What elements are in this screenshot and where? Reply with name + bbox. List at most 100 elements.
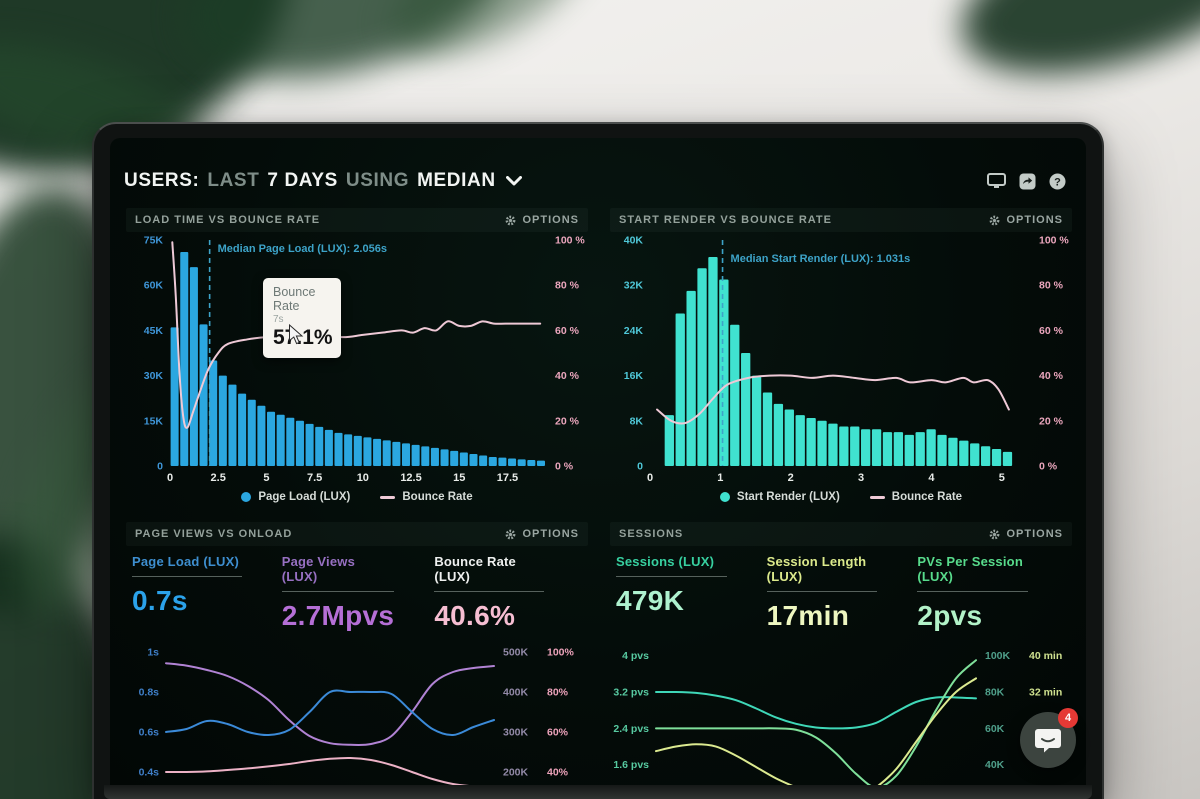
legend-start-render[interactable]: Start Render (LUX) [719, 491, 840, 503]
svg-text:80 %: 80 % [1039, 280, 1064, 292]
title-segment: 7 DAYS [267, 170, 338, 191]
svg-text:60 %: 60 % [555, 325, 580, 337]
chart-legend: Start Render (LUX) Bounce Rate [610, 486, 1072, 508]
svg-text:3.2 pvs: 3.2 pvs [613, 687, 649, 699]
svg-text:16K: 16K [624, 370, 644, 382]
svg-text:100K: 100K [985, 650, 1011, 662]
start-render-chart-area: Median Start Render (LUX): 1.031s 40K 32K 2… [610, 234, 1072, 486]
options-label: OPTIONS [1006, 214, 1063, 226]
svg-text:100 %: 100 % [555, 235, 585, 247]
stat-divider [132, 576, 242, 577]
plant-leaf [369, 0, 611, 84]
title-segment: USING [345, 170, 410, 191]
svg-text:40 %: 40 % [555, 370, 580, 382]
tooltip-x-value: 7s [273, 314, 284, 325]
options-label: OPTIONS [522, 528, 579, 540]
svg-text:400K: 400K [503, 687, 529, 699]
gear-icon [506, 529, 516, 539]
stat-label: Sessions (LUX) [616, 554, 715, 569]
svg-text:32K: 32K [624, 280, 644, 292]
sessions-chart: 4 pvs 3.2 pvs 2.4 pvs 1.6 pvs 100K 40 min 80K 3… [613, 650, 1062, 785]
chat-bubble-icon [1035, 729, 1061, 753]
stat-divider [616, 576, 727, 577]
svg-text:0: 0 [647, 472, 653, 484]
svg-text:40K: 40K [985, 759, 1005, 771]
svg-text:4 pvs: 4 pvs [622, 650, 649, 662]
dashboard-screen: USERS: LAST 7 DAYS USING MEDIAN ? [110, 138, 1086, 785]
stat-value: 2pvs [917, 600, 983, 631]
legend-label: Bounce Rate [891, 491, 963, 503]
svg-text:60%: 60% [547, 727, 569, 739]
svg-text:80 %: 80 % [555, 280, 580, 292]
panel-load-time-vs-bounce-rate: LOAD TIME VS BOUNCE RATE OPTIONS Median … [122, 206, 592, 510]
options-label: OPTIONS [522, 214, 579, 226]
svg-text:3: 3 [858, 472, 864, 484]
options-button[interactable]: OPTIONS [989, 214, 1063, 226]
load-time-chart: Median Page Load (LUX): 2.056s 75K 60K 45K 3… [144, 235, 586, 485]
chat-widget-button[interactable]: 4 [1020, 708, 1078, 768]
svg-text:45K: 45K [144, 325, 164, 337]
svg-text:Median Start Render (LUX): 1.0: Median Start Render (LUX): 1.031s [731, 253, 911, 265]
stat-sessions: Sessions (LUX) 479K [616, 554, 767, 632]
svg-text:Median Page Load (LUX): 2.056s: Median Page Load (LUX): 2.056s [218, 243, 387, 255]
svg-text:0: 0 [637, 461, 643, 473]
svg-text:8K: 8K [630, 415, 644, 427]
panel-title: PAGE VIEWS VS ONLOAD [135, 528, 293, 540]
svg-text:60K: 60K [144, 280, 164, 292]
stat-page-views: Page Views (LUX) 2.7Mpvs [281, 554, 435, 632]
chevron-down-icon [505, 176, 522, 186]
page-views-chart: 1s 0.8s 0.6s 0.4s 500K 100% 400K 80% 300K 60% 200K… [139, 647, 575, 785]
svg-text:80%: 80% [547, 687, 569, 699]
stat-divider [281, 591, 395, 592]
svg-text:32 min: 32 min [1029, 687, 1062, 699]
stat-divider [766, 591, 878, 592]
panel-page-views-vs-onload: PAGE VIEWS VS ONLOAD OPTIONS Page Load (… [122, 520, 592, 785]
svg-text:0 %: 0 % [1039, 461, 1058, 473]
options-button[interactable]: OPTIONS [505, 528, 579, 540]
stat-bounce-rate: Bounce Rate (LUX) 40.6% [434, 554, 584, 632]
legend-bounce-rate[interactable]: Bounce Rate [380, 491, 473, 503]
legend-page-load[interactable]: Page Load (LUX) [241, 491, 350, 503]
title-segment: USERS: [124, 170, 200, 191]
stat-pvs-per-session: PVs Per Session (LUX) 2pvs [917, 554, 1068, 632]
panel-title: START RENDER VS BOUNCE RATE [619, 214, 832, 226]
svg-text:24K: 24K [624, 325, 644, 337]
svg-text:4: 4 [928, 472, 935, 484]
legend-label: Start Render (LUX) [736, 491, 840, 503]
svg-text:0 %: 0 % [555, 461, 574, 473]
stat-divider [434, 591, 545, 592]
panel-title: SESSIONS [619, 528, 684, 540]
svg-text:7.5: 7.5 [307, 472, 322, 484]
plant-leaf [940, 0, 1200, 108]
tooltip-value: 57.1% [273, 326, 333, 349]
metric-scope-dropdown[interactable]: USERS: LAST 7 DAYS USING MEDIAN [124, 170, 522, 192]
stats-row: Page Load (LUX) 0.7s Page Views (LUX) 2.… [126, 548, 588, 634]
svg-text:15K: 15K [144, 415, 164, 427]
panel-title: LOAD TIME VS BOUNCE RATE [135, 214, 321, 226]
chat-badge: 4 [1058, 708, 1078, 728]
options-button[interactable]: OPTIONS [989, 528, 1063, 540]
legend-line-swatch [380, 495, 396, 499]
help-icon[interactable]: ? [1049, 173, 1066, 190]
laptop-frame: USERS: LAST 7 DAYS USING MEDIAN ? [92, 122, 1104, 799]
svg-text:10: 10 [357, 472, 369, 484]
panel-sessions: SESSIONS OPTIONS Sessions (LUX) 479K [606, 520, 1076, 785]
legend-bounce-rate[interactable]: Bounce Rate [869, 491, 963, 503]
stat-label: Bounce Rate (LUX) [434, 554, 516, 584]
gear-icon [990, 215, 1000, 225]
chart-legend: Page Load (LUX) Bounce Rate [126, 486, 588, 508]
svg-text:300K: 300K [503, 727, 529, 739]
options-button[interactable]: OPTIONS [505, 214, 579, 226]
svg-text:0.8s: 0.8s [139, 687, 160, 699]
legend-dot [241, 492, 252, 502]
options-label: OPTIONS [1006, 528, 1063, 540]
start-render-chart: Median Start Render (LUX): 1.031s 40K 32K 2… [624, 235, 1070, 485]
svg-text:1s: 1s [147, 647, 159, 659]
dashboard-header: USERS: LAST 7 DAYS USING MEDIAN ? [110, 138, 1086, 198]
title-segment: MEDIAN [417, 170, 496, 191]
chart-tooltip: Bounce Rate 7s 57.1% [263, 278, 341, 358]
legend-dot [719, 492, 730, 502]
display-icon[interactable] [987, 173, 1006, 189]
share-icon[interactable] [1019, 173, 1036, 190]
laptop-hinge [104, 785, 1092, 799]
